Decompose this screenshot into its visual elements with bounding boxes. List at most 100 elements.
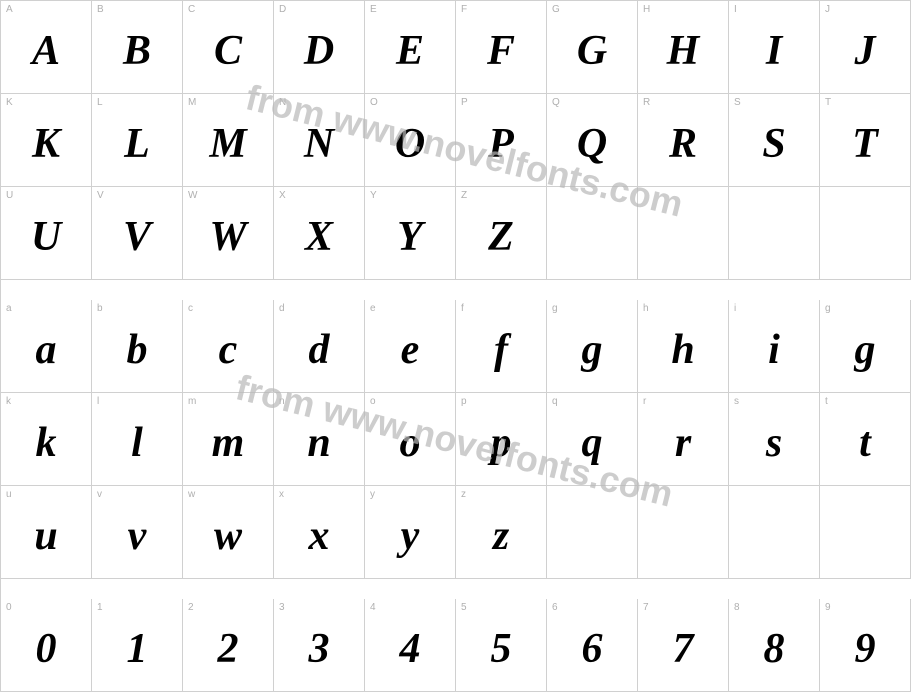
glyph-cell: pp: [456, 393, 547, 486]
glyph-cell-label: H: [638, 1, 728, 17]
row-spacer: [456, 579, 547, 599]
glyph-cell-glyph: r: [638, 409, 728, 485]
glyph-cell-glyph: Z: [456, 203, 546, 279]
glyph-cell-label: g: [820, 300, 910, 316]
glyph-cell-glyph: V: [92, 203, 182, 279]
row-spacer: [183, 579, 274, 599]
glyph-cell-label: s: [729, 393, 819, 409]
glyph-cell: 99: [820, 599, 911, 692]
glyph-cell: OO: [365, 94, 456, 187]
glyph-cell-label: I: [729, 1, 819, 17]
glyph-cell-label: f: [456, 300, 546, 316]
glyph-cell: uu: [1, 486, 92, 579]
glyph-cell-label: 8: [729, 599, 819, 615]
glyph-cell-label: G: [547, 1, 637, 17]
glyph-cell-glyph: A: [1, 17, 91, 93]
row-spacer: [729, 579, 820, 599]
glyph-cell-glyph: 3: [274, 615, 364, 691]
glyph-cell: gg: [547, 300, 638, 393]
glyph-cell-label: 4: [365, 599, 455, 615]
glyph-cell-glyph: n: [274, 409, 364, 485]
glyph-cell-label: C: [183, 1, 273, 17]
glyph-cell: yy: [365, 486, 456, 579]
row-spacer: [547, 579, 638, 599]
glyph-cell-glyph: 7: [638, 615, 728, 691]
glyph-cell-glyph: D: [274, 17, 364, 93]
glyph-cell-glyph: h: [638, 316, 728, 392]
glyph-cell-glyph: 5: [456, 615, 546, 691]
glyph-cell-label: u: [1, 486, 91, 502]
glyph-cell-label: 2: [183, 599, 273, 615]
glyph-cell-label: L: [92, 94, 182, 110]
glyph-cell: 66: [547, 599, 638, 692]
glyph-cell: 88: [729, 599, 820, 692]
glyph-cell: [729, 187, 820, 280]
glyph-cell-glyph: B: [92, 17, 182, 93]
glyph-cell-label: W: [183, 187, 273, 203]
glyph-cell-glyph: 2: [183, 615, 273, 691]
glyph-cell-label: 1: [92, 599, 182, 615]
row-spacer: [365, 579, 456, 599]
row-spacer: [638, 280, 729, 300]
glyph-cell-label: Y: [365, 187, 455, 203]
row-spacer: [183, 280, 274, 300]
glyph-cell-label: t: [820, 393, 910, 409]
glyph-cell: vv: [92, 486, 183, 579]
glyph-cell: SS: [729, 94, 820, 187]
glyph-cell-glyph: o: [365, 409, 455, 485]
row-spacer: [1, 579, 92, 599]
glyph-cell-glyph: x: [274, 502, 364, 578]
glyph-cell-glyph: I: [729, 17, 819, 93]
glyph-cell-label: g: [547, 300, 637, 316]
glyph-cell-label: K: [1, 94, 91, 110]
glyph-cell: oo: [365, 393, 456, 486]
row-spacer: [820, 280, 911, 300]
glyph-cell: 11: [92, 599, 183, 692]
glyph-cell: XX: [274, 187, 365, 280]
glyph-cell-label: o: [365, 393, 455, 409]
glyph-cell: VV: [92, 187, 183, 280]
glyph-cell-glyph: e: [365, 316, 455, 392]
glyph-cell: BB: [92, 1, 183, 94]
glyph-cell: tt: [820, 393, 911, 486]
glyph-cell-glyph: l: [92, 409, 182, 485]
glyph-cell-glyph: J: [820, 17, 910, 93]
glyph-cell: LL: [92, 94, 183, 187]
glyph-cell-glyph: i: [729, 316, 819, 392]
glyph-cell: AA: [1, 1, 92, 94]
glyph-cell: ee: [365, 300, 456, 393]
glyph-cell: mm: [183, 393, 274, 486]
glyph-cell: MM: [183, 94, 274, 187]
glyph-cell: [547, 486, 638, 579]
glyph-cell-label: l: [92, 393, 182, 409]
glyph-cell-label: c: [183, 300, 273, 316]
glyph-cell: rr: [638, 393, 729, 486]
glyph-cell-label: i: [729, 300, 819, 316]
glyph-cell-label: 0: [1, 599, 91, 615]
glyph-cell-glyph: N: [274, 110, 364, 186]
glyph-cell-glyph: 8: [729, 615, 819, 691]
glyph-cell: kk: [1, 393, 92, 486]
glyph-cell-label: w: [183, 486, 273, 502]
glyph-cell: aa: [1, 300, 92, 393]
glyph-cell-glyph: 1: [92, 615, 182, 691]
glyph-cell: nn: [274, 393, 365, 486]
glyph-cell-glyph: p: [456, 409, 546, 485]
glyph-cell: ww: [183, 486, 274, 579]
glyph-cell-glyph: g: [820, 316, 910, 392]
glyph-cell-label: z: [456, 486, 546, 502]
glyph-cell: ss: [729, 393, 820, 486]
glyph-cell: EE: [365, 1, 456, 94]
glyph-cell: xx: [274, 486, 365, 579]
glyph-cell-glyph: s: [729, 409, 819, 485]
glyph-cell: ff: [456, 300, 547, 393]
glyph-cell-label: B: [92, 1, 182, 17]
glyph-cell: ii: [729, 300, 820, 393]
glyph-cell: CC: [183, 1, 274, 94]
glyph-cell: 00: [1, 599, 92, 692]
glyph-cell: ZZ: [456, 187, 547, 280]
glyph-cell-glyph: 9: [820, 615, 910, 691]
glyph-cell: bb: [92, 300, 183, 393]
glyph-cell: 55: [456, 599, 547, 692]
glyph-cell: GG: [547, 1, 638, 94]
